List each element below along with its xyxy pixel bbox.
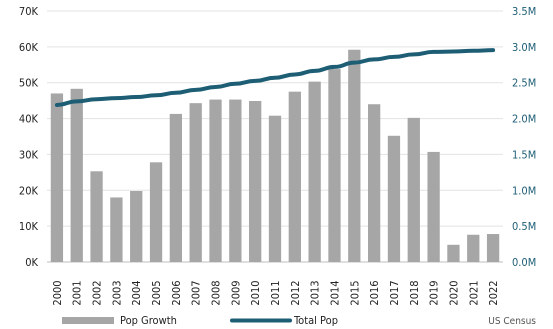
- bar: [189, 103, 202, 262]
- x-tick-label: 2022: [487, 280, 500, 305]
- x-tick-label: 2001: [71, 280, 84, 305]
- x-tick-label: 2008: [210, 280, 223, 305]
- left-tick-label: 20K: [19, 184, 39, 197]
- line-series: [54, 48, 496, 107]
- right-tick-label: 0.5M: [512, 220, 536, 233]
- right-tick-label: 0.0M: [512, 256, 536, 269]
- bar: [387, 135, 401, 262]
- right-tick-label: 1.0M: [512, 184, 536, 197]
- bar: [149, 162, 163, 262]
- x-tick-label: 2020: [447, 280, 460, 305]
- x-tick-label: 2019: [428, 280, 441, 305]
- bar: [467, 234, 480, 262]
- legend-label-total-pop: Total Pop: [293, 314, 338, 327]
- bar: [130, 191, 143, 262]
- bar: [407, 117, 420, 263]
- bar: [110, 197, 123, 262]
- bar: [90, 171, 103, 262]
- bar: [50, 93, 64, 262]
- bar: [447, 244, 460, 262]
- left-tick-label: 10K: [19, 220, 39, 233]
- left-tick-label: 30K: [19, 148, 39, 161]
- bar: [209, 99, 222, 263]
- legend: Pop Growth Total Pop: [62, 314, 338, 327]
- x-tick-label: 2006: [170, 280, 183, 305]
- right-tick-label: 2.0M: [512, 113, 536, 126]
- x-tick-label: 2014: [328, 280, 341, 305]
- bar: [328, 69, 341, 263]
- bar: [308, 81, 321, 262]
- bar: [169, 113, 183, 262]
- bar: [70, 88, 83, 262]
- left-tick-label: 60K: [19, 41, 39, 54]
- x-tick-label: 2017: [388, 280, 401, 305]
- right-axis: 0.0M 0.5M 1.0M 1.5M 2.0M 2.5M 3.0M 3.5M: [512, 5, 536, 269]
- x-tick-label: 2011: [269, 280, 282, 305]
- x-axis: 2000 2001 2002 2003 2004 2005 2006 2007 2008 2009…: [51, 280, 500, 305]
- left-tick-label: 50K: [19, 77, 39, 90]
- left-tick-label: 0K: [25, 256, 38, 269]
- x-tick-label: 2012: [289, 280, 302, 305]
- left-axis: 0K 10K 20K 30K 40K 50K 60K 70K: [19, 5, 39, 269]
- x-tick-label: 2018: [408, 280, 421, 305]
- x-tick-label: 2004: [130, 280, 143, 305]
- bar: [288, 91, 301, 262]
- bar: [268, 115, 282, 263]
- x-tick-label: 2013: [309, 280, 322, 305]
- bar: [348, 49, 361, 263]
- x-tick-label: 2000: [51, 280, 64, 305]
- x-tick-label: 2005: [150, 280, 163, 305]
- bar: [229, 99, 242, 263]
- right-tick-label: 3.0M: [512, 41, 536, 54]
- legend-label-pop-growth: Pop Growth: [120, 314, 177, 327]
- right-tick-label: 1.5M: [512, 148, 536, 161]
- bar: [486, 234, 500, 262]
- x-tick-label: 2015: [348, 280, 361, 305]
- legend-swatch-pop-growth: [62, 317, 114, 324]
- total-pop-line: [54, 48, 496, 107]
- x-tick-label: 2010: [249, 280, 262, 305]
- x-tick-label: 2007: [190, 280, 203, 305]
- right-tick-label: 3.5M: [512, 5, 536, 18]
- bar: [367, 104, 381, 262]
- x-tick-label: 2002: [91, 280, 104, 305]
- bar: [249, 101, 262, 262]
- x-tick-label: 2009: [229, 280, 242, 305]
- x-tick-label: 2021: [467, 280, 480, 305]
- bar-series: [50, 49, 500, 263]
- left-tick-label: 70K: [19, 5, 39, 18]
- left-tick-label: 40K: [19, 113, 39, 126]
- x-tick-label: 2003: [110, 280, 123, 305]
- bar: [427, 151, 440, 262]
- source-note: US Census: [488, 316, 536, 327]
- right-tick-label: 2.5M: [512, 77, 536, 90]
- x-tick-label: 2016: [368, 280, 381, 305]
